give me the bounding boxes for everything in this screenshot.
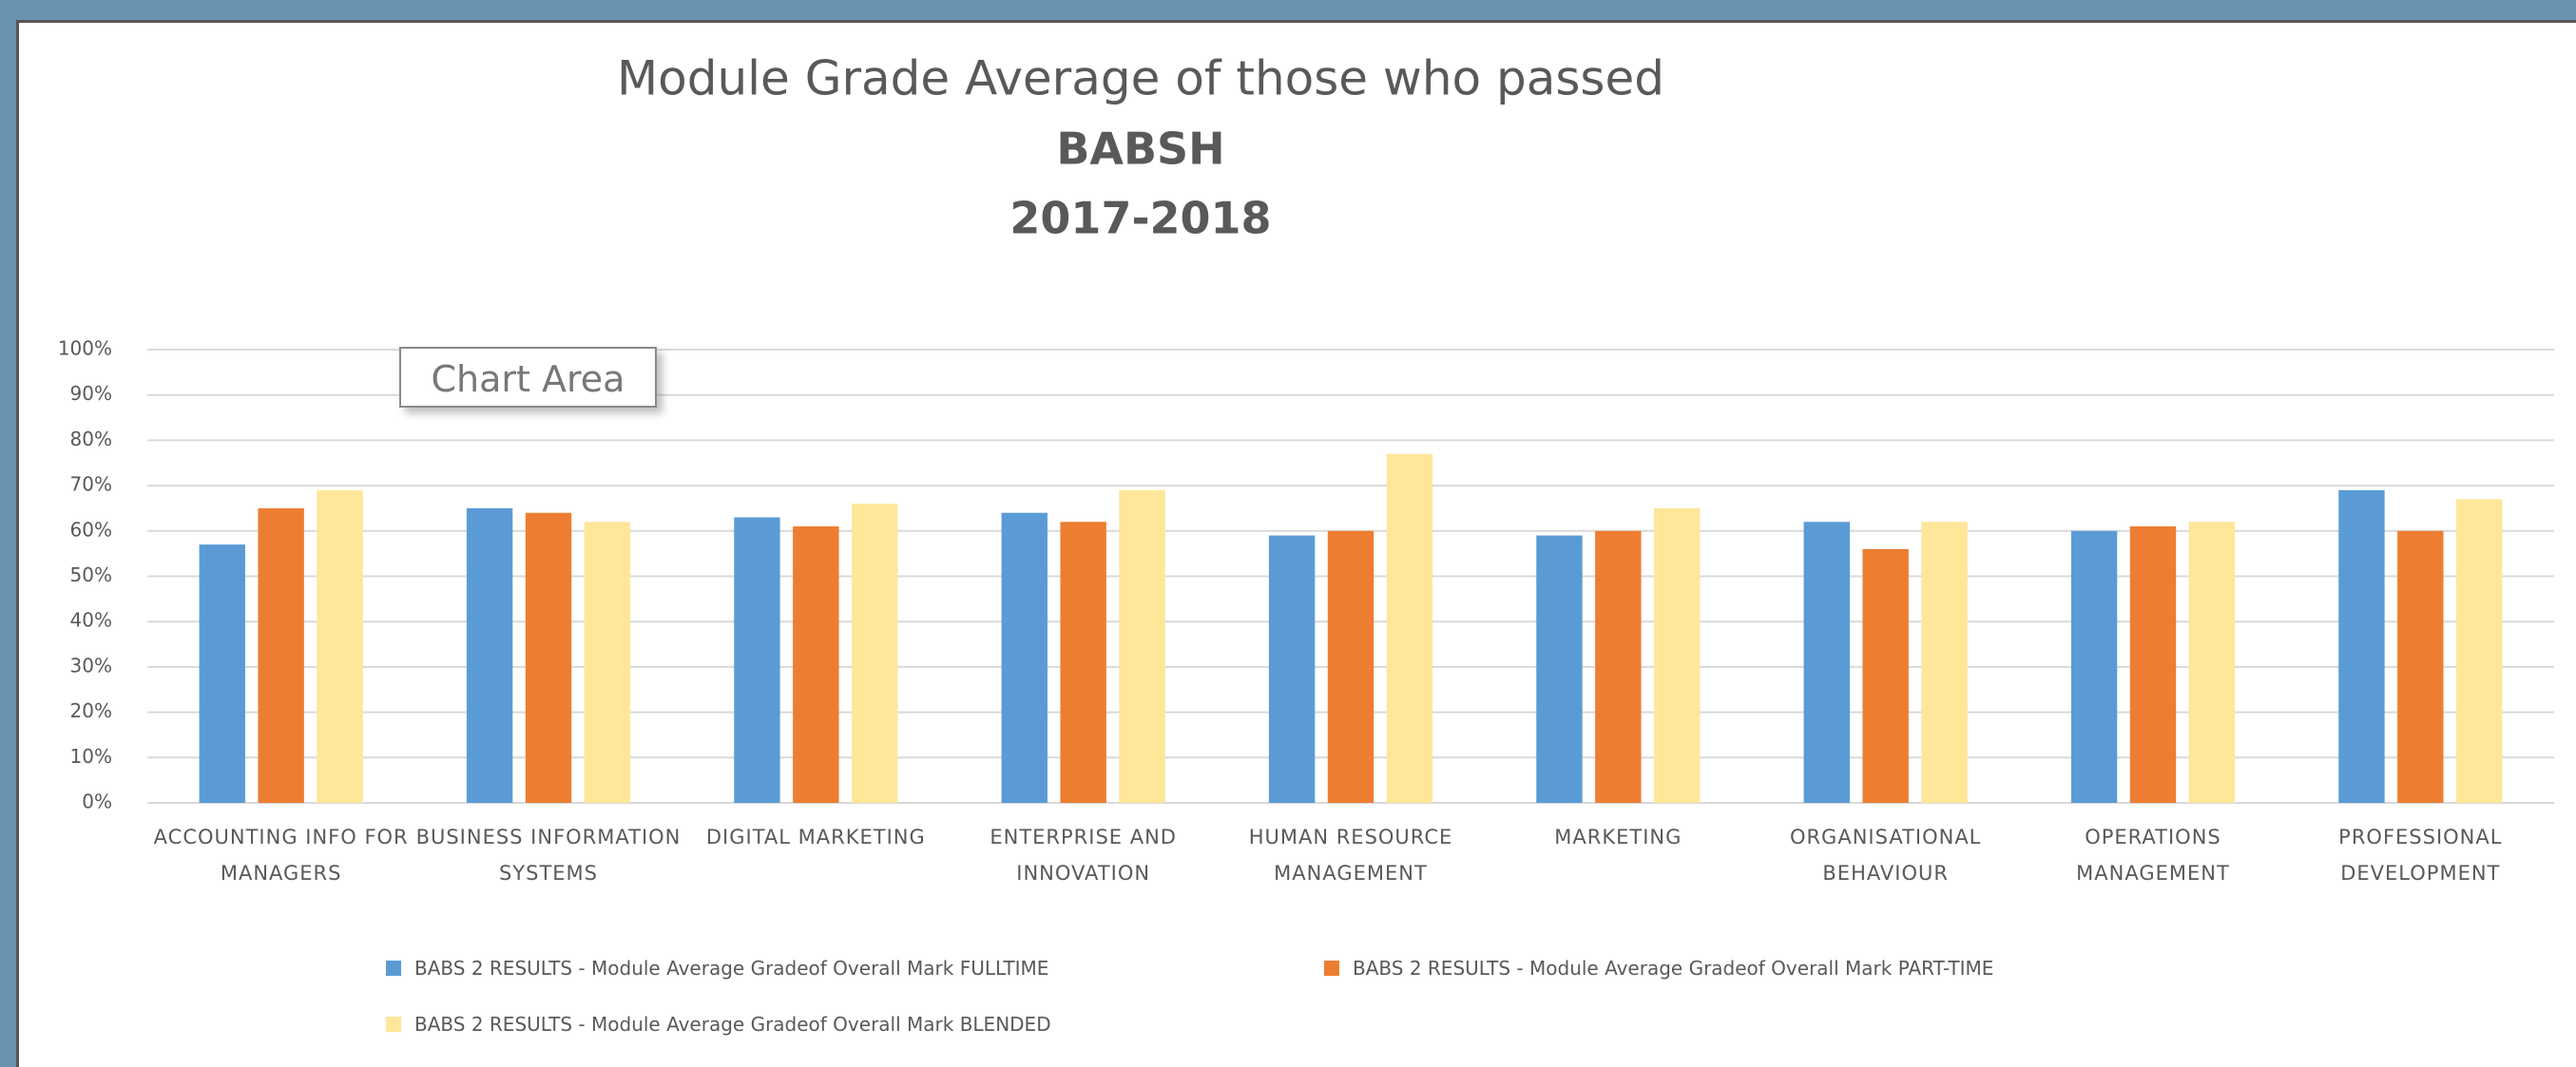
bar — [317, 489, 363, 803]
bar — [1001, 512, 1048, 803]
y-tick-label: 60% — [70, 518, 112, 541]
bar — [1803, 522, 1850, 803]
bar — [2338, 489, 2385, 803]
y-tick-label: 50% — [70, 563, 112, 586]
bar — [1268, 535, 1316, 803]
legend-swatch — [386, 1017, 401, 1032]
bar — [199, 544, 245, 803]
chart-subtitle: 2017-2018 — [1009, 193, 1271, 244]
bar — [1327, 530, 1375, 803]
legend-swatch — [1324, 961, 1339, 976]
bar — [793, 526, 839, 803]
x-tick-label: PROFESSIONAL DEVELOPMENT — [2338, 826, 2503, 885]
legend-item: BABS 2 RESULTS - Module Average Gradeof … — [1324, 957, 1993, 980]
bar — [734, 517, 780, 803]
bar — [525, 512, 572, 803]
bar — [1921, 522, 1968, 803]
bar — [1386, 453, 1433, 803]
y-tick-label: 10% — [70, 745, 112, 768]
bar — [2129, 526, 2177, 803]
tooltip: Chart Area — [399, 347, 657, 408]
legend-label: BABS 2 RESULTS - Module Average Gradeof … — [414, 957, 1049, 980]
bar — [2397, 530, 2444, 803]
x-tick-label: ENTERPRISE AND INNOVATION — [990, 826, 1177, 885]
y-tick-label: 90% — [70, 382, 112, 405]
bar — [852, 504, 898, 803]
chart-title: Module Grade Average of those who passed — [617, 51, 1664, 106]
bar — [466, 507, 513, 803]
x-tick-label: BUSINESS INFORMATION SYSTEMS — [415, 826, 682, 885]
bar — [2456, 499, 2503, 803]
bar — [258, 507, 304, 803]
legend-swatch — [386, 961, 401, 976]
bar — [1060, 522, 1106, 803]
y-tick-label: 80% — [70, 428, 112, 450]
x-tick-label: ORGANISATIONAL BEHAVIOUR — [1789, 826, 1982, 885]
y-tick-label: 20% — [70, 699, 112, 722]
x-tick-label: HUMAN RESOURCE MANAGEMENT — [1248, 826, 1453, 885]
bar — [2070, 530, 2118, 803]
y-tick-label: 100% — [58, 337, 112, 360]
chart-subtitle: BABSH — [1056, 124, 1224, 175]
bar — [1862, 548, 1909, 803]
bar — [1654, 507, 1701, 803]
x-tick-label: DIGITAL MARKETING — [705, 826, 926, 848]
legend-item: BABS 2 RESULTS - Module Average Gradeof … — [386, 1013, 1051, 1036]
x-tick-label: ACCOUNTING INFO FOR MANAGERS — [153, 826, 409, 885]
y-tick-label: 70% — [70, 473, 112, 496]
y-tick-label: 40% — [70, 609, 112, 632]
legend-label: BABS 2 RESULTS - Module Average Gradeof … — [1353, 957, 1994, 980]
y-tick-label: 30% — [70, 654, 112, 676]
bar — [584, 522, 631, 803]
legend-item: BABS 2 RESULTS - Module Average Gradeof … — [386, 957, 1048, 980]
bar — [1536, 535, 1583, 803]
bar — [1119, 489, 1165, 803]
bar — [1595, 530, 1642, 803]
y-tick-label: 0% — [82, 791, 112, 813]
x-tick-label: OPERATIONS MANAGEMENT — [2076, 826, 2230, 885]
legend-label: BABS 2 RESULTS - Module Average Gradeof … — [414, 1013, 1051, 1036]
bar — [2188, 522, 2236, 803]
x-tick-label: MARKETING — [1554, 826, 1682, 848]
